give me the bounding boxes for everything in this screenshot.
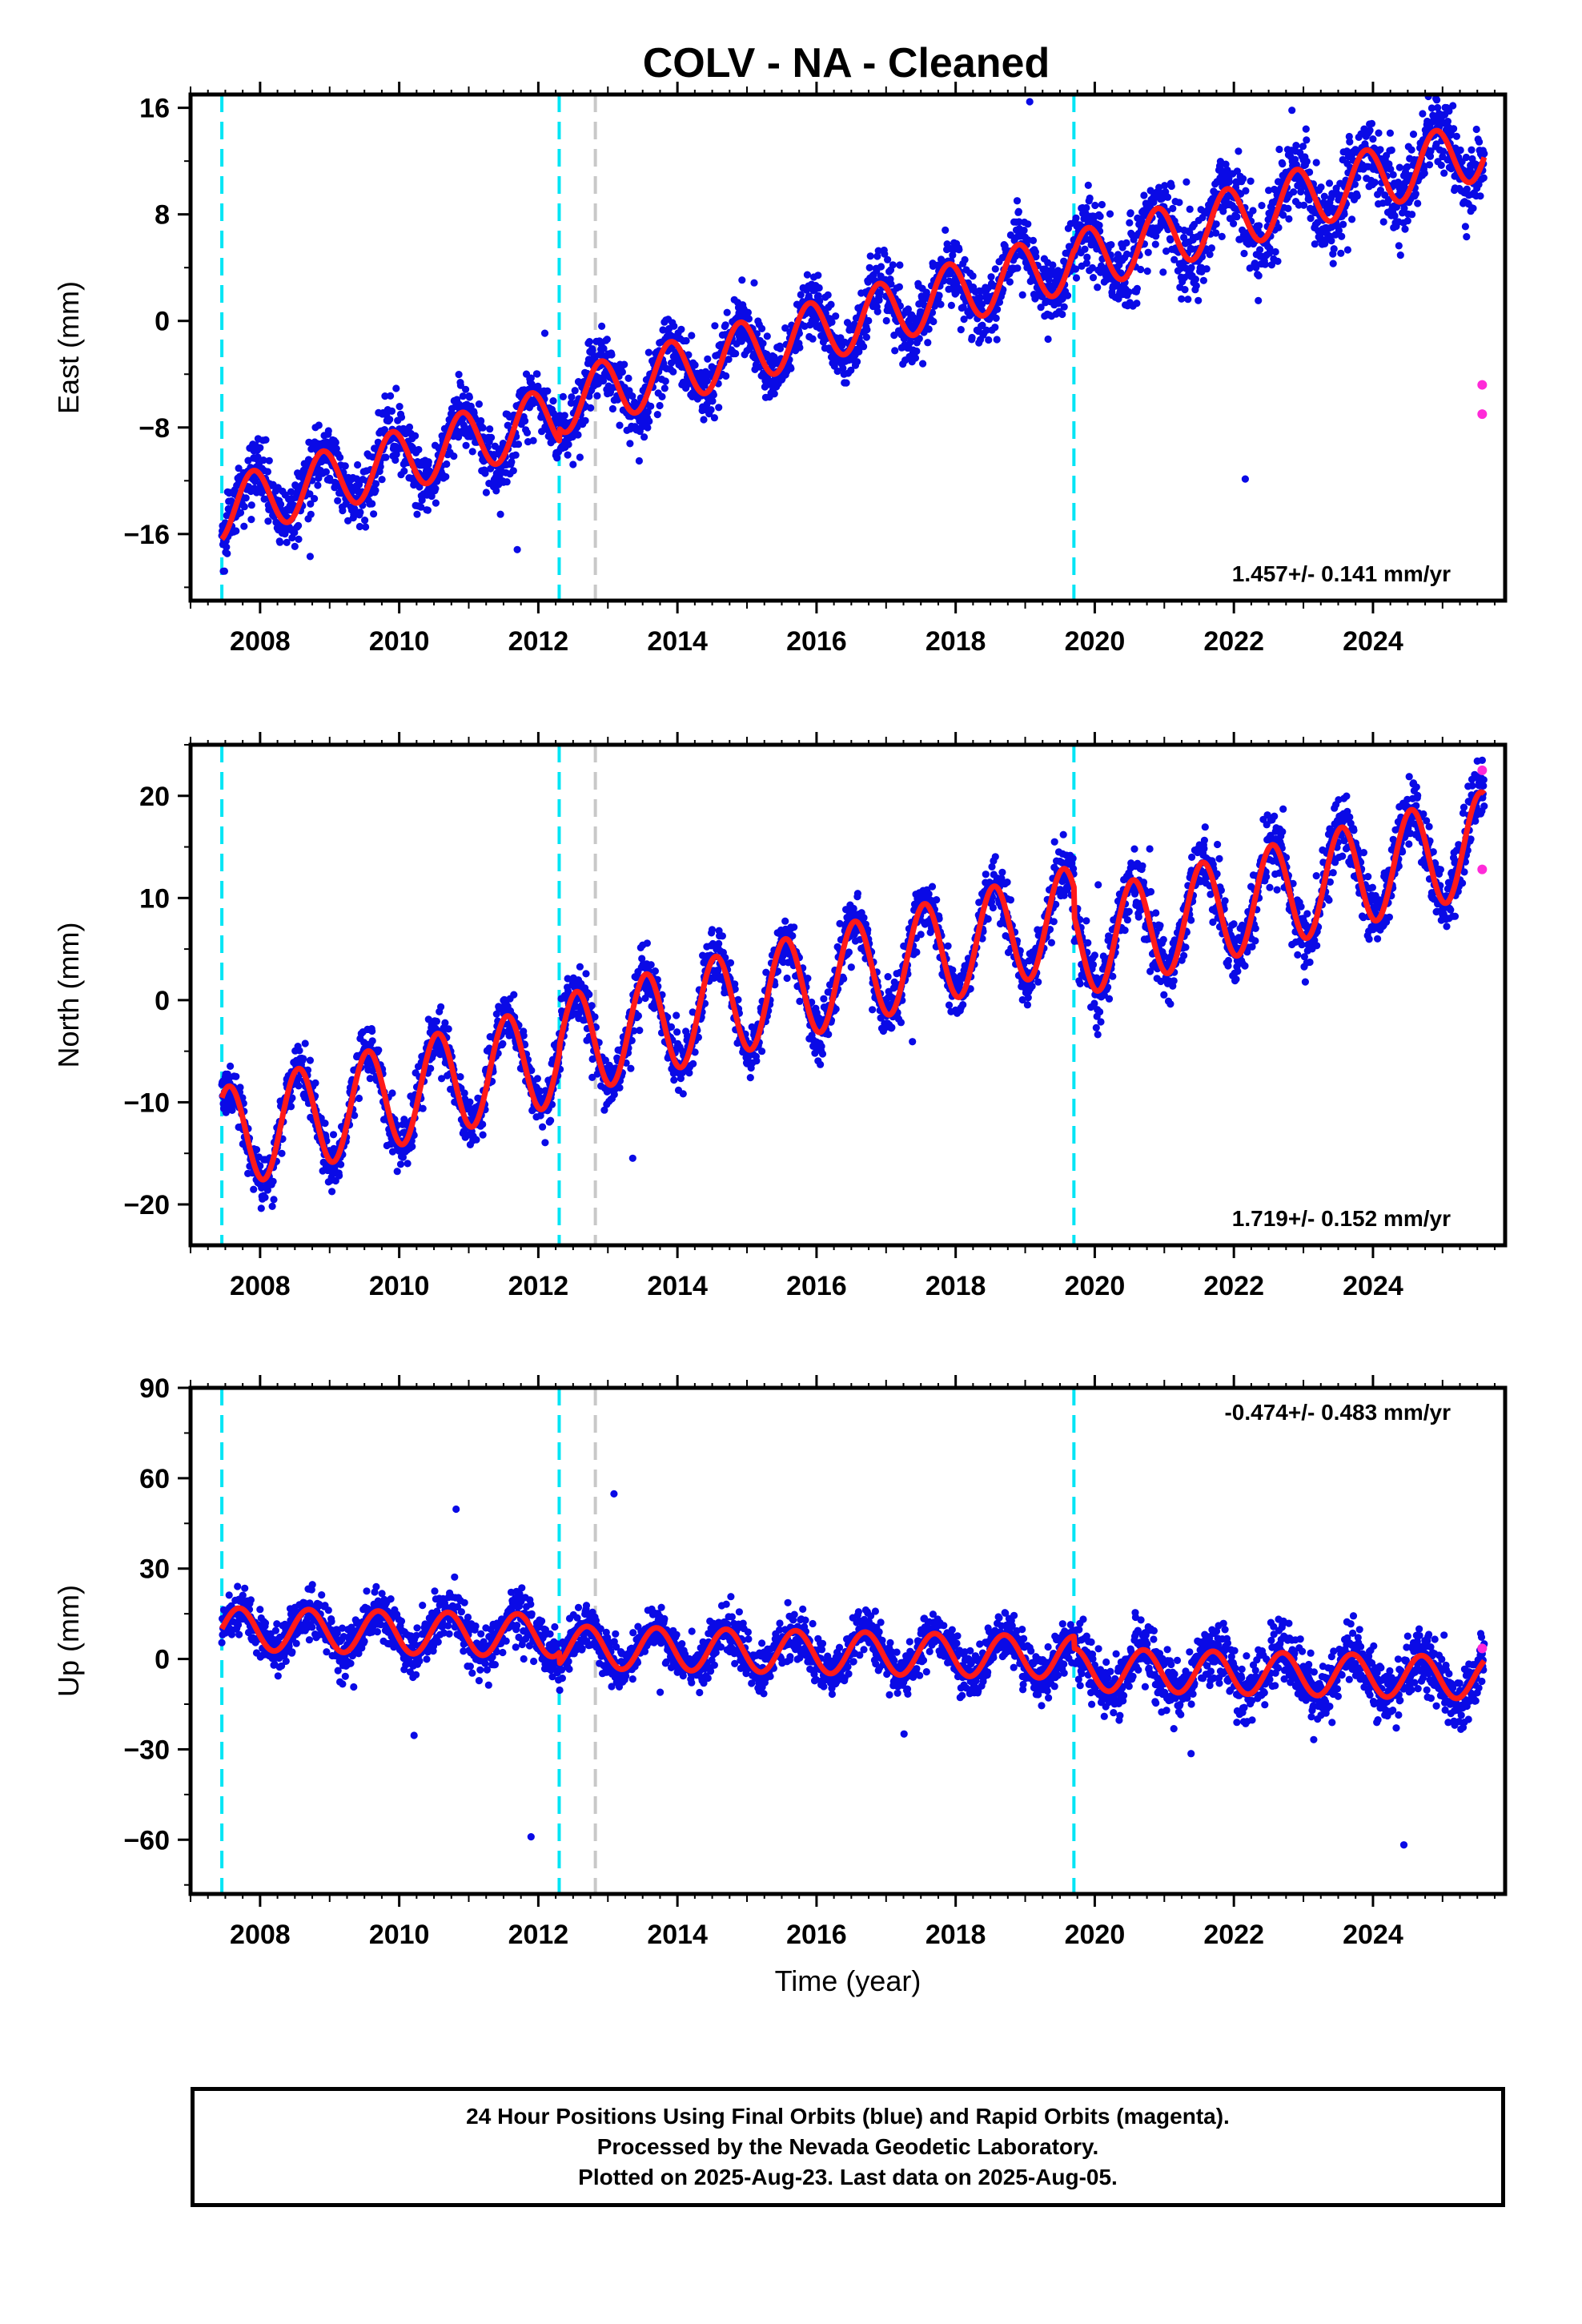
x-tick-label: 2014 — [647, 1271, 708, 1301]
y-tick-label: −10 — [123, 1088, 170, 1118]
x-tick-label: 2018 — [926, 1271, 986, 1301]
north-y-axis-label: North (mm) — [52, 923, 85, 1068]
rapid-orbit-point — [1477, 1643, 1488, 1654]
x-tick-label: 2018 — [926, 1920, 986, 1950]
y-tick-label: 0 — [155, 307, 170, 337]
x-tick-label: 2022 — [1203, 626, 1264, 657]
x-tick-label: 2016 — [786, 626, 847, 657]
x-tick-label: 2014 — [647, 1920, 708, 1950]
east-model-curve — [219, 127, 1488, 541]
y-tick-label: 16 — [139, 94, 170, 124]
y-tick-label: −16 — [123, 520, 170, 550]
rapid-orbit-point — [1477, 864, 1488, 875]
up-plot-area — [218, 1388, 1488, 1894]
up-final-orbit-points — [218, 1490, 1488, 1849]
x-tick-label: 2012 — [508, 1920, 569, 1950]
x-tick-label: 2008 — [230, 1271, 291, 1301]
y-tick-label: −8 — [139, 413, 170, 444]
north-final-orbit-points — [218, 756, 1488, 1212]
x-tick-label: 2010 — [369, 626, 430, 657]
x-tick-label: 2016 — [786, 1920, 847, 1950]
x-tick-label: 2024 — [1343, 1271, 1403, 1301]
x-tick-label: 2016 — [786, 1271, 847, 1301]
east-panel: 16 8 0 −8 −16 2008 2010 2012 2014 2016 2018 2020 202… — [52, 82, 1508, 657]
north-rate-label: 1.719+/- 0.152 mm/yr — [1232, 1206, 1451, 1231]
x-tick-label: 2012 — [508, 626, 569, 657]
y-tick-label: 20 — [139, 782, 170, 812]
x-tick-label: 2014 — [647, 626, 708, 657]
y-tick-label: 0 — [155, 1645, 170, 1675]
x-tick-label: 2012 — [508, 1271, 569, 1301]
x-tick-label: 2020 — [1065, 1271, 1126, 1301]
x-axis-label: Time (year) — [775, 1964, 921, 1997]
east-frame — [188, 92, 1508, 603]
y-tick-label: 0 — [155, 986, 170, 1016]
rapid-orbit-point — [1477, 765, 1488, 775]
east-y-axis-label: East (mm) — [52, 281, 85, 414]
x-tick-label: 2010 — [369, 1920, 430, 1950]
footer-line-2: Processed by the Nevada Geodetic Laborat… — [596, 2134, 1099, 2159]
rapid-orbit-point — [1477, 380, 1488, 390]
east-final-orbit-points — [218, 94, 1488, 575]
x-tick-label: 2024 — [1343, 626, 1403, 657]
y-tick-label: 90 — [139, 1373, 170, 1404]
y-tick-label: 10 — [139, 883, 170, 914]
up-panel: 90 60 30 0 −30 −60 2008 2010 2012 2014 2016 2018 202… — [52, 1373, 1508, 1950]
footer-line-1: 24 Hour Positions Using Final Orbits (bl… — [466, 2104, 1230, 2129]
x-tick-label: 2018 — [926, 626, 986, 657]
y-tick-label: −60 — [123, 1825, 170, 1856]
y-tick-label: 30 — [139, 1554, 170, 1585]
up-rate-label: -0.474+/- 0.483 mm/yr — [1224, 1400, 1451, 1425]
x-tick-label: 2008 — [230, 1920, 291, 1950]
footer-note-box: 24 Hour Positions Using Final Orbits (bl… — [191, 2087, 1505, 2207]
y-tick-label: −30 — [123, 1735, 170, 1765]
figure-title: COLV - NA - Cleaned — [643, 40, 1050, 86]
east-plot-area — [218, 94, 1488, 601]
east-rate-label: 1.457+/- 0.141 mm/yr — [1232, 561, 1451, 586]
x-tick-label: 2020 — [1065, 626, 1126, 657]
footer-line-3: Plotted on 2025-Aug-23. Last data on 202… — [578, 2165, 1118, 2189]
up-frame — [188, 1385, 1508, 1896]
up-model-curve — [219, 1605, 1487, 1702]
x-tick-label: 2010 — [369, 1271, 430, 1301]
y-tick-label: −20 — [123, 1190, 170, 1220]
north-frame — [188, 742, 1508, 1248]
x-tick-label: 2024 — [1343, 1920, 1403, 1950]
x-tick-label: 2022 — [1203, 1920, 1264, 1950]
north-model-curve — [219, 789, 1487, 1183]
north-plot-area — [218, 745, 1488, 1245]
y-tick-label: 8 — [155, 200, 170, 231]
y-tick-label: 60 — [139, 1464, 170, 1494]
rapid-orbit-point — [1477, 409, 1488, 420]
x-tick-label: 2008 — [230, 626, 291, 657]
x-tick-label: 2020 — [1065, 1920, 1126, 1950]
x-tick-label: 2022 — [1203, 1271, 1264, 1301]
up-y-axis-label: Up (mm) — [52, 1585, 85, 1697]
